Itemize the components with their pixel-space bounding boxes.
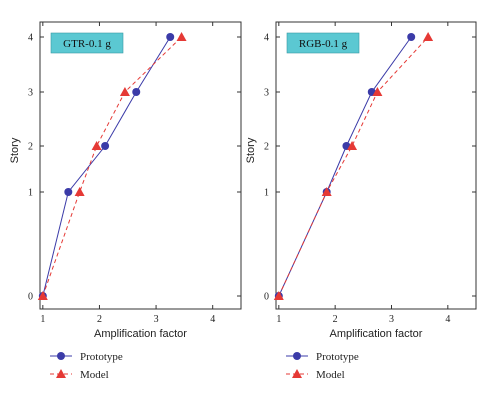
legend-item-model: Model (50, 369, 109, 381)
legend: Prototype Model (50, 351, 123, 381)
chart-title-box: GTR-0.1 g (50, 32, 124, 54)
y-tick-label: 4 (28, 33, 33, 44)
legend-label: Model (80, 369, 109, 381)
y-tick-label: 1 (28, 188, 33, 199)
y-tick-label: 3 (28, 88, 33, 99)
legend-item-prototype: Prototype (286, 351, 359, 363)
title-box-background (50, 32, 124, 54)
x-tick-label: 1 (276, 314, 281, 325)
x-tick-label: 2 (97, 314, 102, 325)
legend-label: Prototype (80, 351, 123, 363)
x-tick-label: 3 (154, 314, 159, 325)
chart-title: GTR-0.1 g (63, 38, 111, 50)
data-point-model (176, 32, 187, 41)
data-point-model (321, 187, 332, 196)
legend-label: Model (316, 369, 345, 381)
data-point-prototype (132, 88, 141, 96)
x-tick-label: 4 (445, 314, 450, 325)
data-point-prototype (407, 33, 416, 41)
y-tick-label: 2 (28, 142, 33, 153)
legend-item-model: Model (286, 369, 345, 381)
title-box-background (286, 32, 360, 54)
data-point-prototype (101, 142, 110, 150)
y-tick-label: 0 (264, 292, 269, 303)
legend-marker (292, 369, 302, 378)
series-line-prototype (278, 36, 412, 297)
series-line-model (278, 36, 429, 297)
y-axis-title: Story (245, 137, 257, 163)
x-axis-title: Amplification factor (330, 328, 423, 340)
data-point-model (37, 291, 48, 300)
data-point-model (74, 187, 85, 196)
data-point-prototype (166, 33, 175, 41)
x-tick-label: 2 (333, 314, 338, 325)
legend-item-prototype: Prototype (50, 351, 123, 363)
x-tick-label: 1 (40, 314, 45, 325)
legend: Prototype Model (286, 351, 359, 381)
legend-marker (293, 352, 301, 360)
series-line-prototype (42, 36, 171, 297)
series-line-model (42, 36, 182, 297)
y-tick-label: 4 (264, 33, 269, 44)
x-axis-title: Amplification factor (94, 328, 187, 340)
legend-label: Prototype (316, 351, 359, 363)
chart-title: RGB-0.1 g (299, 38, 348, 50)
plot-frame (275, 21, 477, 310)
x-tick-label: 3 (389, 314, 394, 325)
y-axis-title: Story (9, 137, 21, 163)
data-point-model (273, 291, 284, 300)
data-point-prototype (64, 188, 73, 196)
data-point-model (91, 141, 102, 150)
data-point-model (347, 141, 358, 150)
data-point-model (423, 32, 434, 41)
plot-frame (39, 21, 242, 310)
y-tick-label: 3 (264, 88, 269, 99)
legend-marker (57, 352, 65, 360)
data-point-model (372, 87, 383, 96)
chart-title-box: RGB-0.1 g (286, 32, 360, 54)
x-tick-label: 4 (210, 314, 215, 325)
y-tick-label: 1 (264, 188, 269, 199)
y-tick-label: 0 (28, 292, 33, 303)
y-tick-label: 2 (264, 142, 269, 153)
legend-marker (56, 369, 66, 378)
data-point-model (119, 87, 130, 96)
